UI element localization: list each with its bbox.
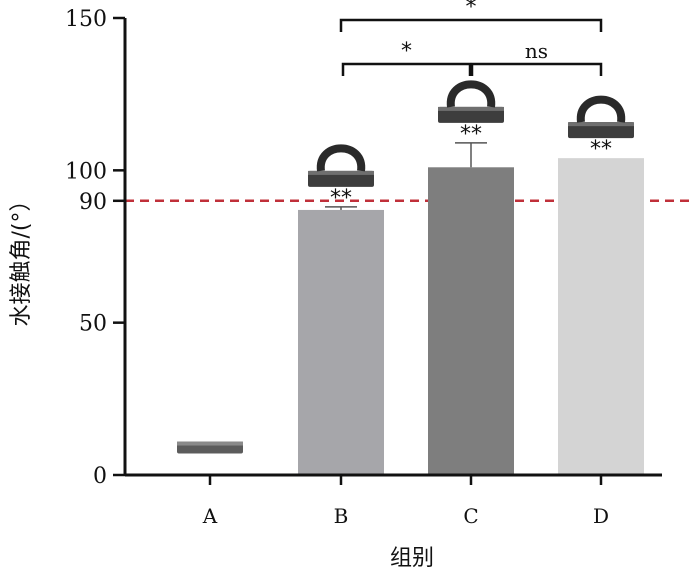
x-axis-title: 组别 xyxy=(390,546,434,571)
y-tick-label-0: 0 xyxy=(93,464,107,489)
droplet-sample-icon xyxy=(308,144,374,187)
droplet-sample-icon xyxy=(438,80,504,123)
droplet-highlight xyxy=(328,156,354,169)
y-tick-label-90: 90 xyxy=(79,190,107,215)
bar-annotation-D: ** xyxy=(590,137,612,162)
bar-C xyxy=(428,167,514,475)
droplet-outline xyxy=(576,95,626,123)
sample-substrate-edge xyxy=(308,170,374,175)
y-tick-label-100: 100 xyxy=(65,159,107,184)
comparison-label-C-D: ns xyxy=(525,39,548,63)
bar-annotation-C: ** xyxy=(460,122,482,147)
bar-B xyxy=(298,209,384,475)
comparison-label-B-D: * xyxy=(466,0,477,20)
droplet-outline xyxy=(316,144,366,172)
x-tick-label-C: C xyxy=(463,504,478,528)
y-tick-label-150: 150 xyxy=(65,7,107,32)
sample-substrate-edge xyxy=(438,106,504,111)
sample-substrate-edge xyxy=(568,122,634,127)
droplet-highlight xyxy=(458,92,484,105)
droplet-sample-icon xyxy=(568,95,634,139)
comparison-label-B-C: * xyxy=(401,39,412,64)
droplet-highlight xyxy=(588,108,614,121)
comparison-bracket-C-D xyxy=(470,62,603,76)
x-tick-label-B: B xyxy=(334,504,349,528)
bar-D xyxy=(558,158,644,475)
x-tick-label-A: A xyxy=(202,504,218,528)
y-tick-label-50: 50 xyxy=(79,312,107,337)
y-axis-title: 水接触角/(°） xyxy=(9,190,34,327)
bar-annotation-B: ** xyxy=(330,186,352,211)
droplet-outline xyxy=(446,80,496,108)
x-tick-label-D: D xyxy=(593,504,609,528)
comparison-bracket-B-C xyxy=(341,62,472,76)
comparison-bracket-B-D xyxy=(339,18,603,32)
bar-A-sample-top xyxy=(177,441,243,446)
